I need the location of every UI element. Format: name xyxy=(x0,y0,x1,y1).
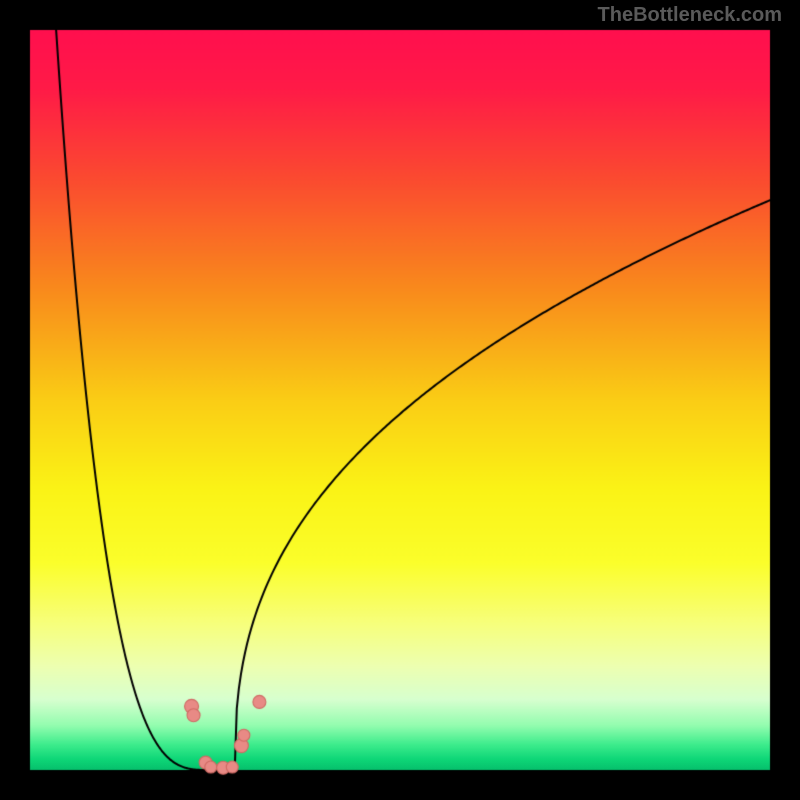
chart-stage: TheBottleneck.com xyxy=(0,0,800,800)
bottleneck-chart-canvas xyxy=(0,0,800,800)
watermark-text: TheBottleneck.com xyxy=(598,4,782,27)
